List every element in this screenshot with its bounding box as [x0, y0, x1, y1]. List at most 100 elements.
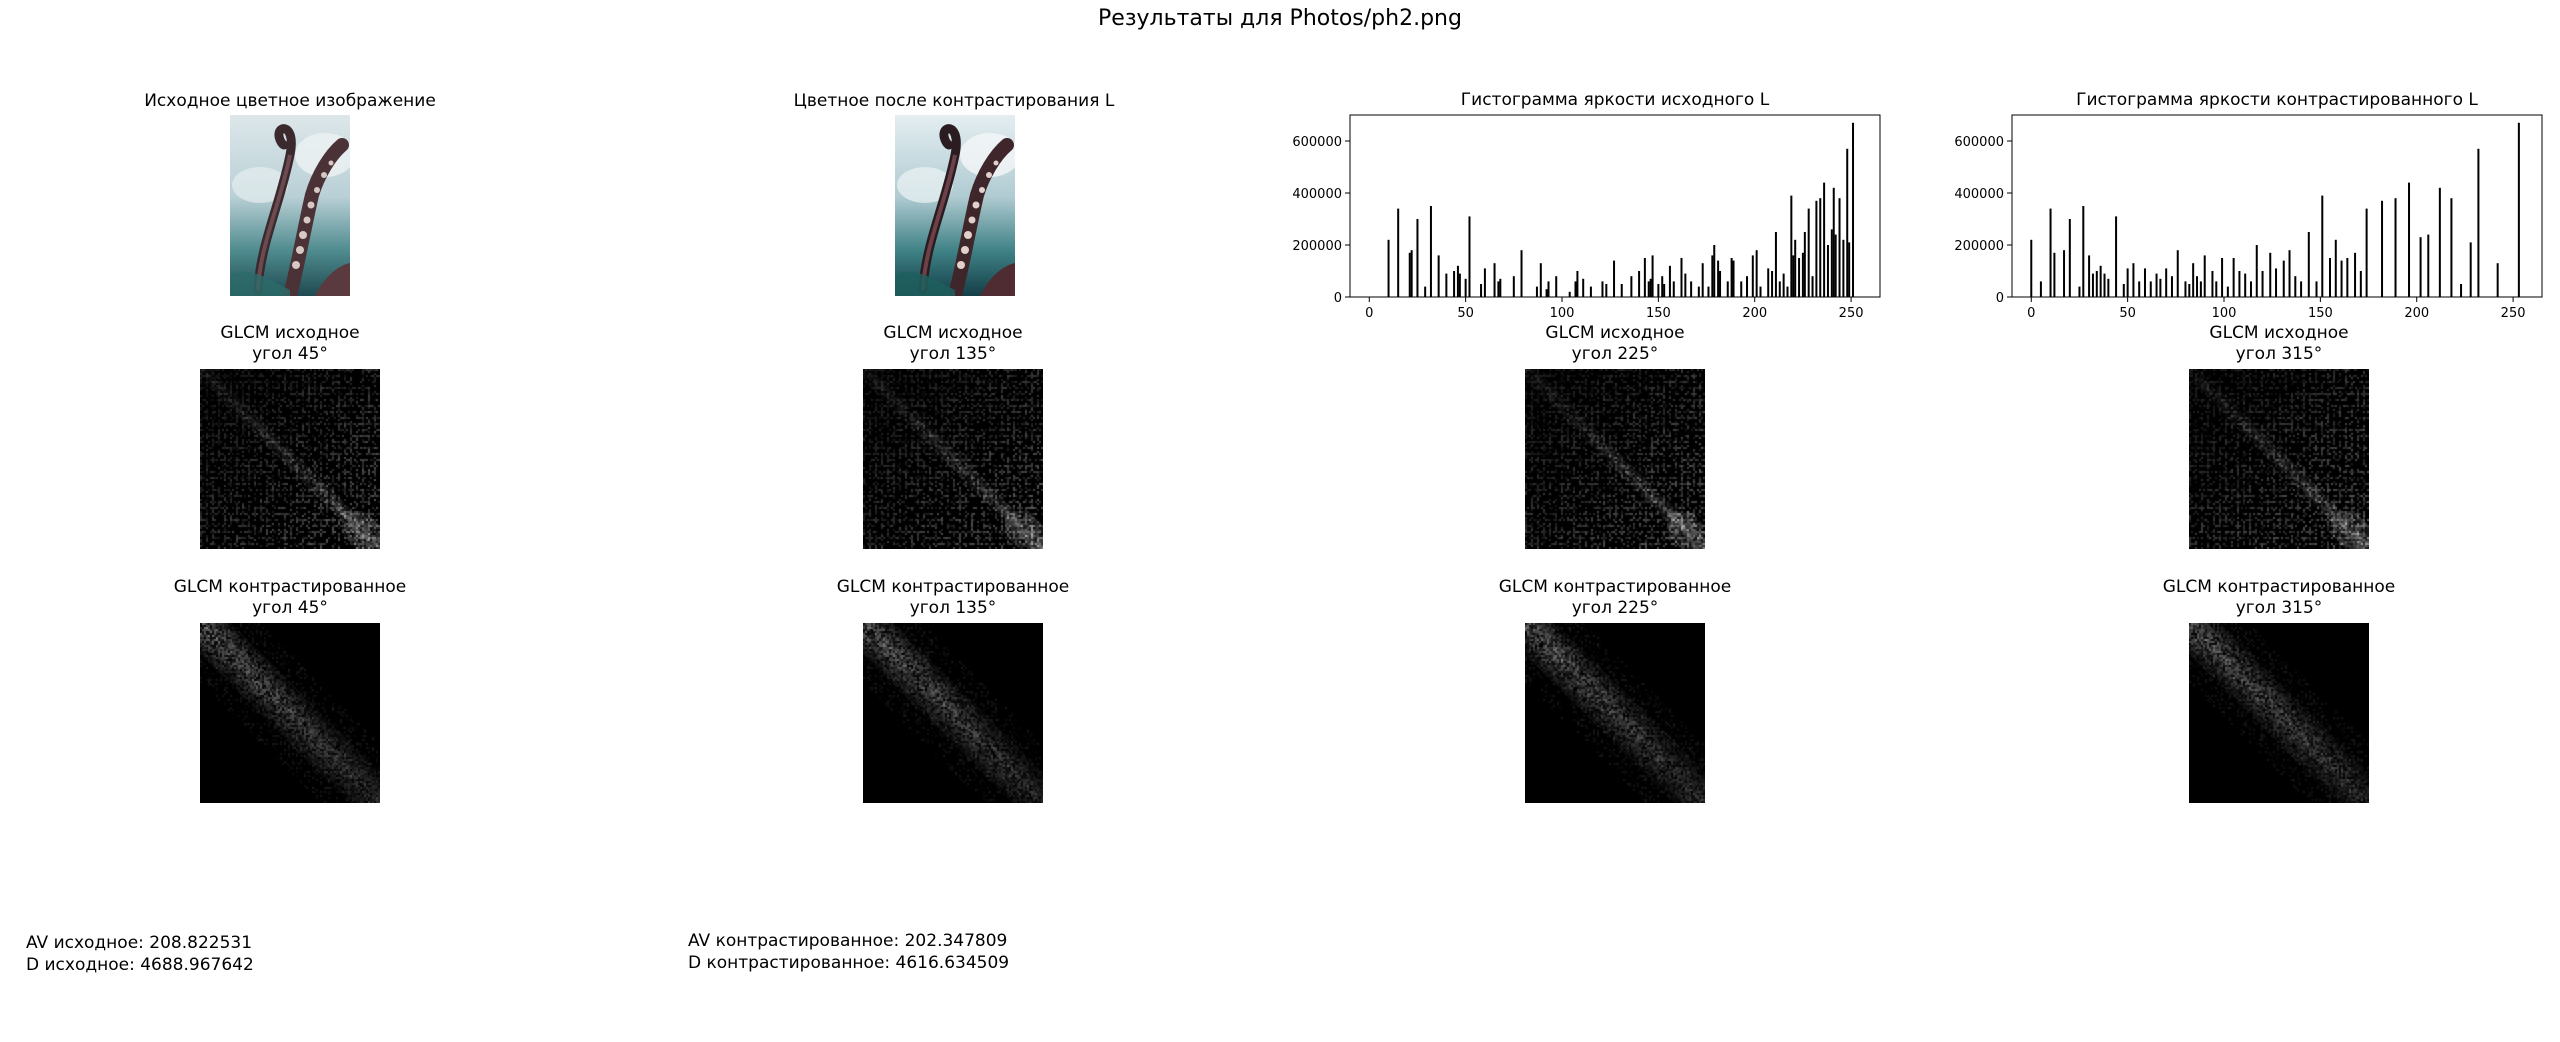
histogram-bar	[2092, 274, 2094, 297]
histogram-bar	[1663, 284, 1665, 297]
histogram-bar	[2192, 263, 2194, 297]
x-tick-label: 100	[1550, 306, 1575, 321]
histogram-bar	[1459, 274, 1461, 297]
histogram-bar	[1779, 281, 1781, 297]
histogram-bar	[1669, 266, 1671, 297]
histogram-bar	[1605, 284, 1607, 297]
octopus-photo-original	[230, 115, 350, 296]
histogram-bar	[1411, 250, 1413, 297]
glcm-title-line1: GLCM контрастированное	[837, 577, 1070, 598]
glcm-title-line1: GLCM исходное	[1545, 323, 1684, 344]
histogram-bar	[2227, 287, 2229, 297]
y-tick-label: 600000	[1954, 135, 2004, 150]
histogram-bar	[1846, 149, 1848, 297]
histogram-bar	[2233, 258, 2235, 297]
histogram-bar	[2082, 206, 2084, 297]
histogram-bar	[1794, 240, 1796, 297]
x-tick-label: 50	[1457, 306, 1474, 321]
x-tick-label: 250	[2501, 306, 2526, 321]
histogram-bar	[1613, 261, 1615, 297]
d-contrast-text: D контрастированное: 4616.634509	[688, 952, 1009, 974]
glcm-title-line1: GLCM контрастированное	[174, 577, 407, 598]
histogram-bar	[1760, 287, 1762, 297]
glcm-orig-matrix-1	[200, 369, 380, 549]
histogram-bar	[2150, 281, 2152, 297]
x-tick-label: 100	[2212, 306, 2237, 321]
histogram-bar	[2300, 281, 2302, 297]
histogram-bar	[2030, 240, 2032, 297]
histogram-bar	[2088, 255, 2090, 297]
y-tick-label: 600000	[1292, 135, 1342, 150]
histogram-bar	[1438, 255, 1440, 297]
histogram-bar	[2460, 284, 2462, 297]
histogram-bar	[1465, 279, 1467, 297]
x-tick-label: 200	[1742, 306, 1767, 321]
histogram-bar	[1630, 276, 1632, 297]
x-tick-label: 200	[2404, 306, 2429, 321]
histogram-bar	[1733, 261, 1735, 297]
histogram-bar	[1727, 281, 1729, 297]
histogram-bar	[2366, 209, 2368, 297]
histogram-bar	[1783, 274, 1785, 297]
histogram-bar	[1657, 284, 1659, 297]
histogram-bar	[1746, 276, 1748, 297]
histogram-bar	[1842, 240, 1844, 297]
y-tick-label: 0	[1334, 291, 1342, 306]
histogram-bar	[1644, 258, 1646, 297]
histogram-bar	[1424, 287, 1426, 297]
histogram-bar	[1713, 245, 1715, 297]
av-original-text: AV исходное: 208.822531	[26, 932, 254, 954]
histogram-bar	[1752, 255, 1754, 297]
histogram-original-svg: Гистограмма яркости исходного L 0 50 100 150…	[1260, 85, 1900, 325]
histogram-bar	[2144, 268, 2146, 297]
x-tick-label: 250	[1839, 306, 1864, 321]
glcm-title-line1: GLCM исходное	[220, 323, 359, 344]
histogram-bar	[2427, 235, 2429, 297]
histogram-bar	[1661, 276, 1663, 297]
histogram-bar	[1680, 258, 1682, 297]
histogram-bar	[2123, 284, 2125, 297]
glcm-orig-title-4: GLCM исходное угол 315°	[2209, 323, 2348, 365]
glcm-contrast-matrix-2	[863, 623, 1043, 803]
glcm-orig-title-1: GLCM исходное угол 45°	[220, 323, 359, 365]
histogram-bar	[2063, 250, 2065, 297]
histogram-bar	[2211, 271, 2213, 297]
histogram-bar	[2159, 279, 2161, 297]
glcm-title-line2: угол 315°	[2163, 598, 2396, 619]
y-tick-label: 200000	[1954, 239, 2004, 254]
histogram-bar	[1582, 279, 1584, 297]
histogram-bar	[1453, 271, 1455, 297]
histogram-bar	[1484, 268, 1486, 297]
histogram-bar	[1548, 281, 1550, 297]
glcm-orig-matrix-2	[863, 369, 1043, 549]
histogram-bar	[2381, 201, 2383, 297]
histogram-bar	[1445, 274, 1447, 297]
histogram-bar	[2184, 281, 2186, 297]
histogram-bar	[1684, 274, 1686, 297]
histogram-bar	[2200, 281, 2202, 297]
histogram-bar	[2420, 237, 2422, 297]
histogram-bar	[2215, 281, 2217, 297]
glcm-contrast-title-3: GLCM контрастированное угол 225°	[1499, 577, 1732, 619]
histogram-bar	[2204, 255, 2206, 297]
histogram-bar	[1430, 206, 1432, 297]
histogram-bar	[2321, 196, 2323, 297]
histogram-original: Гистограмма яркости исходного L 0 50 100 150…	[1260, 85, 1900, 329]
histogram-bar	[1397, 209, 1399, 297]
histogram-bar	[2256, 245, 2258, 297]
histogram-bar	[2096, 271, 2098, 297]
glcm-contrast-matrix-3	[1525, 623, 1705, 803]
glcm-title-line2: угол 135°	[883, 344, 1022, 365]
x-tick-label: 0	[1365, 306, 1373, 321]
histogram-bar	[1775, 232, 1777, 297]
histogram-bar	[1576, 271, 1578, 297]
histogram-bar	[1601, 281, 1603, 297]
histogram-bar	[2275, 268, 2277, 297]
histogram-bar	[1792, 255, 1794, 297]
y-tick-label: 400000	[1954, 187, 2004, 202]
histogram-contrast-svg: Гистограмма яркости контрастированного L…	[1922, 85, 2560, 325]
stats-original: AV исходное: 208.822531 D исходное: 4688…	[26, 932, 254, 976]
y-tick-label: 0	[1996, 291, 2004, 306]
glcm-title-line2: угол 225°	[1499, 598, 1732, 619]
histogram-bar	[1802, 253, 1804, 297]
